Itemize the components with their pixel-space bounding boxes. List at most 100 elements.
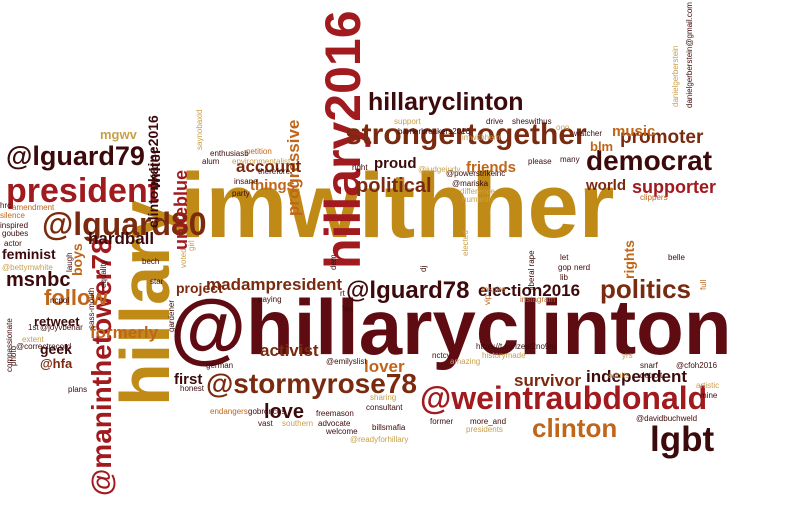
word-political: political [356, 175, 432, 197]
word-sass-mouth: sass-mouth [87, 287, 96, 329]
word-lib: lib [560, 273, 569, 282]
word-nctcv: nctcv [432, 351, 451, 360]
word-democrat: democrat [586, 145, 713, 176]
word-blm: blm [590, 139, 614, 154]
word-mine: mine [700, 391, 718, 400]
word-rt: rt [340, 289, 345, 298]
word-support: support [394, 117, 421, 126]
word-honest: honest [180, 384, 205, 393]
word-endangers: endangers [210, 407, 248, 416]
word-extent: extent [22, 335, 44, 344]
word-plans: plans [68, 385, 88, 394]
word-stormyrose78: @stormyrose78 [206, 368, 417, 399]
word-difference: difference [460, 187, 495, 196]
word-presidents: presidents [466, 425, 503, 434]
word-election2016: election2016 [478, 281, 581, 300]
word-lgbt: lgbt [650, 420, 715, 459]
word-freemason: freemason [316, 409, 354, 418]
word-mgwv: mgwv [100, 127, 137, 142]
word-music: music [612, 123, 656, 140]
word-german: german [206, 361, 234, 370]
word-petition: petition [246, 147, 272, 156]
word-girl: girl [187, 240, 196, 251]
word-cfoh2016: @cfoh2016 [676, 361, 718, 370]
word-proud: proud [374, 155, 417, 172]
word-vip: vip [483, 294, 492, 305]
word-uniteblue: uniteblue [171, 170, 191, 250]
word-many: many [560, 155, 580, 164]
word-msnbc: msnbc [6, 269, 71, 291]
word-dj: dj [419, 265, 428, 272]
word-imwithhem: imwithhem [462, 133, 501, 142]
word-vast: vast [258, 419, 273, 428]
word-ncpol: ncpol [50, 296, 70, 305]
word-emilyslist: @emilyslist [326, 357, 367, 366]
word-lguard79: @lguard79 [6, 141, 145, 171]
word-actor: actor [4, 239, 22, 248]
word-rights: rights [621, 240, 637, 279]
word-paying: paying [258, 295, 282, 304]
word-readyforhillary: @readyforhillary [350, 435, 409, 444]
word-alum: alum [202, 157, 220, 166]
word-feminist: feminist [2, 246, 56, 262]
word-star: star [150, 277, 164, 286]
word-therefore: therefore [258, 167, 291, 176]
word-silence: silence [0, 211, 25, 220]
word-detroit: detroit [640, 371, 663, 380]
word-goubes: goubes [2, 229, 29, 238]
word-historymade: historymade [482, 351, 526, 360]
word-yrs: yrs [622, 351, 633, 360]
word-hfa: @hfa [40, 356, 73, 371]
word-project: project [176, 280, 223, 296]
word-davidbuchweld: @davidbuchweld [636, 414, 698, 423]
word-sheswithus: sheswithus [512, 117, 552, 126]
word-gobroncos: gobroncos [248, 407, 286, 416]
word-world: world [586, 177, 626, 194]
word-mariska: @mariska [452, 179, 489, 188]
word-instagram: instagram [520, 295, 556, 304]
word-president: president [6, 172, 160, 210]
word-party: party [232, 189, 250, 198]
word-danielgerberstein: danielgerberstein [671, 45, 680, 107]
word-clinton: clinton [532, 413, 618, 443]
word-environmentalist: environmentalist [232, 157, 291, 166]
word-consultant: consultant [366, 403, 403, 412]
word-clippers: clippers [640, 193, 668, 202]
word-amazing: amazing [450, 357, 481, 366]
word-elected: elected [461, 230, 470, 256]
word-voted: voted [179, 248, 188, 268]
word-liberal-rape: liberal rape [527, 250, 536, 290]
word-southern: southern [282, 419, 314, 428]
word-former: former [430, 417, 454, 426]
word-saynobaxid: saynobaxid [195, 109, 204, 150]
word-promoter: promoter [620, 127, 704, 148]
word-bech: bech [142, 257, 160, 266]
word-snarf: snarf [640, 361, 658, 370]
word-bettymwhite: @bettymwhite [2, 263, 53, 272]
word-joyvbehar: @joyvbehar [40, 323, 83, 332]
word-supporter: supporter [632, 177, 717, 197]
word-gop: gop [558, 263, 572, 272]
word-advocate: advocate [318, 419, 351, 428]
word-let: let [560, 253, 569, 262]
word-insane: insane [234, 177, 258, 186]
word-please: please [528, 157, 552, 166]
word-full: full [699, 279, 708, 290]
word-politics: politics [600, 274, 692, 304]
word-geek: geek [40, 341, 72, 357]
word-adults: adults [608, 371, 630, 380]
word-watcher: watcher [574, 129, 603, 138]
word-tea: tea [342, 304, 354, 313]
word-billsmafia: billsmafia [372, 423, 406, 432]
word-hrc: hrc [0, 201, 12, 210]
word-barrierbreakers2016: barrierbreakers2016 [398, 127, 471, 136]
word-lover: lover [364, 357, 405, 376]
word-drive: drive [486, 117, 504, 126]
word-photo: photo [9, 345, 18, 366]
word-writer: writer [147, 148, 164, 189]
word-judgejudy: @judgejudy [418, 165, 461, 174]
word-first: first [174, 371, 203, 388]
word-nerd: nerd [574, 263, 591, 272]
word-dem: dem [329, 254, 338, 270]
